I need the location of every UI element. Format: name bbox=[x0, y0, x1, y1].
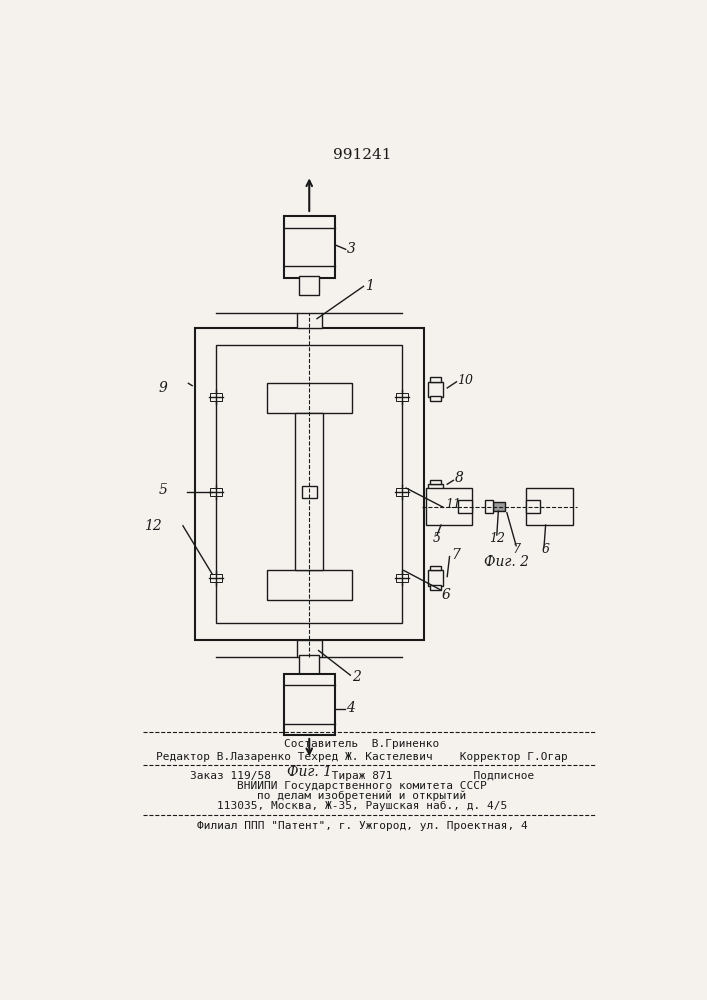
Text: 10: 10 bbox=[457, 374, 473, 387]
Bar bbox=[284, 216, 335, 278]
Bar bbox=[428, 570, 443, 586]
Bar bbox=[210, 574, 223, 582]
Text: 113035, Москва, Ж-35, Раушская наб., д. 4/5: 113035, Москва, Ж-35, Раушская наб., д. … bbox=[217, 801, 507, 811]
Bar bbox=[301, 486, 317, 498]
Bar bbox=[297, 312, 322, 328]
Bar bbox=[430, 566, 441, 570]
Bar bbox=[493, 502, 506, 511]
Text: Фиг. 2: Фиг. 2 bbox=[484, 555, 530, 569]
Text: 7: 7 bbox=[512, 543, 520, 556]
Text: 1: 1 bbox=[365, 279, 374, 293]
Text: Заказ 119/58         Тираж 871            Подписное: Заказ 119/58 Тираж 871 Подписное bbox=[189, 771, 534, 781]
Text: 8: 8 bbox=[455, 471, 464, 485]
Text: 12: 12 bbox=[489, 532, 505, 545]
Text: 5: 5 bbox=[158, 483, 168, 497]
Bar bbox=[430, 480, 441, 484]
Bar bbox=[396, 488, 409, 496]
Bar bbox=[396, 574, 409, 582]
Bar bbox=[426, 488, 472, 525]
Bar bbox=[526, 488, 573, 525]
Bar bbox=[428, 382, 443, 397]
Text: 5: 5 bbox=[433, 532, 441, 545]
Bar bbox=[216, 345, 402, 623]
Text: 11: 11 bbox=[445, 498, 461, 512]
Text: 4: 4 bbox=[346, 701, 356, 715]
Bar bbox=[430, 585, 441, 590]
Text: Составитель  В.Гриненко: Составитель В.Гриненко bbox=[284, 739, 440, 749]
Bar bbox=[396, 393, 409, 401]
Text: по делам изобретений и открытий: по делам изобретений и открытий bbox=[257, 791, 467, 801]
Bar bbox=[430, 499, 441, 503]
Text: 7: 7 bbox=[451, 548, 460, 562]
Bar bbox=[297, 640, 322, 657]
Bar bbox=[428, 484, 443, 500]
Text: 12: 12 bbox=[144, 519, 162, 533]
Bar bbox=[296, 413, 323, 570]
Bar bbox=[267, 383, 352, 413]
Bar bbox=[210, 393, 223, 401]
Text: 3: 3 bbox=[346, 242, 356, 256]
Text: Филиал ППП "Патент", г. Ужгород, ул. Проектная, 4: Филиал ППП "Патент", г. Ужгород, ул. Про… bbox=[197, 821, 527, 831]
Bar bbox=[299, 655, 320, 674]
Text: 6: 6 bbox=[542, 543, 549, 556]
Text: 6: 6 bbox=[442, 588, 450, 602]
Bar bbox=[284, 674, 335, 735]
Text: Фиг. 1: Фиг. 1 bbox=[287, 765, 332, 779]
Bar bbox=[430, 396, 441, 401]
Bar bbox=[526, 500, 540, 513]
Text: Редактор В.Лазаренко Техред Ж. Кастелевич    Корректор Г.Огар: Редактор В.Лазаренко Техред Ж. Кастелеви… bbox=[156, 752, 568, 762]
Bar bbox=[485, 500, 493, 513]
Text: 2: 2 bbox=[352, 670, 361, 684]
Bar bbox=[430, 377, 441, 382]
Bar bbox=[267, 570, 352, 600]
Text: 991241: 991241 bbox=[333, 148, 391, 162]
Bar bbox=[458, 500, 472, 513]
Text: 9: 9 bbox=[158, 381, 168, 395]
Bar bbox=[210, 488, 223, 496]
Bar bbox=[299, 276, 320, 295]
Text: ВНИИПИ Государственного комитета СССР: ВНИИПИ Государственного комитета СССР bbox=[237, 781, 487, 791]
Bar bbox=[194, 328, 424, 640]
